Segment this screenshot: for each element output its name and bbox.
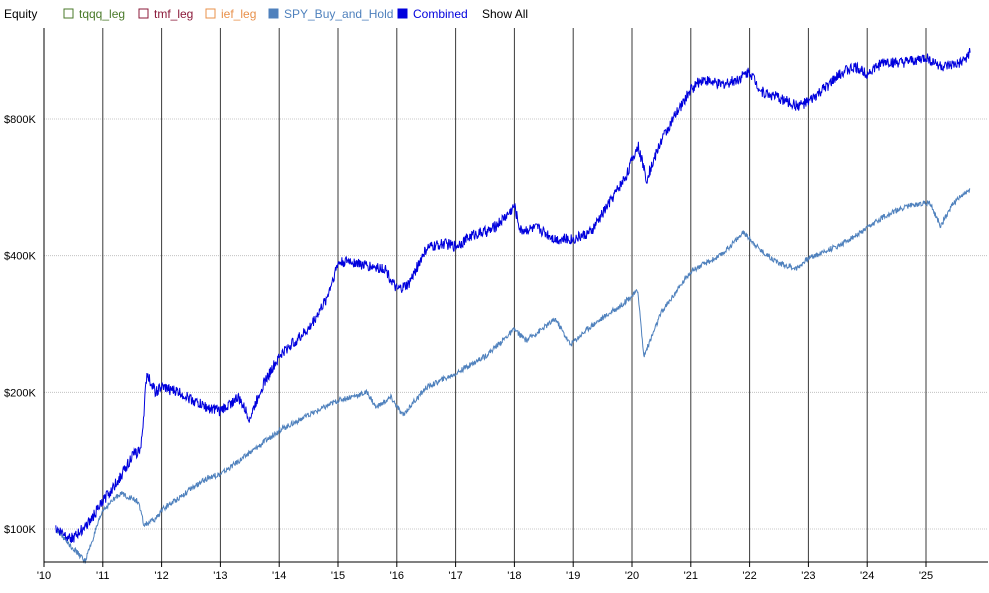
y-tick-label: $800K: [4, 114, 36, 126]
x-tick-label: '25: [919, 570, 933, 582]
legend-checkbox-tmf-leg[interactable]: [138, 8, 149, 19]
series-line-spy-buy-and-hold: [55, 187, 971, 564]
y-tick-label: $400K: [4, 251, 36, 263]
y-tick-label: $100K: [4, 524, 36, 536]
x-tick-label: '14: [272, 570, 286, 582]
x-tick-label: '11: [96, 570, 110, 582]
x-tick-label: '15: [331, 570, 345, 582]
x-tick-label: '18: [507, 570, 521, 582]
x-tick-label: '17: [448, 570, 462, 582]
legend-label-ief-leg[interactable]: ief_leg: [221, 7, 256, 21]
chart-title: Equity: [4, 7, 37, 21]
grid: [44, 118, 988, 530]
legend-label-combined[interactable]: Combined: [413, 7, 468, 21]
y-tick-label: $200K: [4, 387, 36, 399]
legend-label-spy-buy-and-hold[interactable]: SPY_Buy_and_Hold: [284, 7, 393, 21]
x-tick-label: '13: [213, 570, 227, 582]
legend: Equity tqqq_leg tmf_leg ief_leg SPY_Buy_and…: [4, 7, 528, 21]
series-line-combined: [55, 48, 971, 543]
x-tick-label: '23: [801, 570, 815, 582]
year-lines: [102, 28, 927, 562]
legend-checkbox-spy-buy-and-hold[interactable]: [268, 8, 279, 19]
x-tick-label: '22: [742, 570, 756, 582]
series-lines: [55, 48, 971, 564]
legend-label-tqqq-leg[interactable]: tqqq_leg: [79, 7, 125, 21]
x-tick-label: '16: [390, 570, 404, 582]
x-tick-label: '24: [860, 570, 874, 582]
x-tick-label: '21: [684, 570, 698, 582]
axes: $100K $200K $400K $800K '10 '11 '12 '13 '14 '15 '1…: [4, 28, 988, 582]
x-tick-label: '19: [566, 570, 580, 582]
show-all-button[interactable]: Show All: [482, 7, 528, 21]
legend-checkbox-combined[interactable]: [397, 8, 408, 19]
x-tick-label: '12: [154, 570, 168, 582]
legend-label-tmf-leg[interactable]: tmf_leg: [154, 7, 193, 21]
legend-checkbox-ief-leg[interactable]: [205, 8, 216, 19]
legend-checkbox-tqqq-leg[interactable]: [63, 8, 74, 19]
x-tick-label: '10: [37, 570, 51, 582]
x-tick-label: '20: [625, 570, 639, 582]
